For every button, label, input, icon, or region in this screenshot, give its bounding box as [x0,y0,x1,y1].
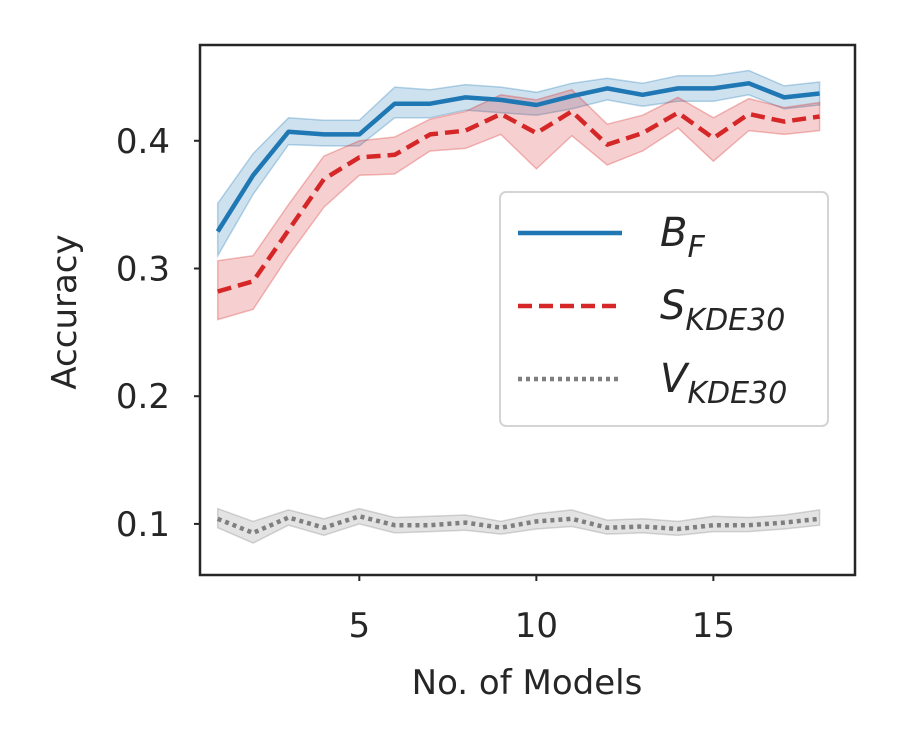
x-tick-label: 15 [692,606,735,646]
y-tick-label: 0.3 [116,249,170,289]
legend-box [499,191,829,427]
y-axis-label: Accuracy [45,234,85,389]
line-series-0 [215,81,820,233]
x-tick-label: 5 [349,606,371,646]
x-axis-label: No. of Models [412,663,643,703]
confidence-bands [216,69,821,544]
plot-frame [198,43,857,577]
y-axis-ticks: 0.1 0.2 0.3 0.4 [116,122,200,545]
x-tick-label: 10 [515,606,558,646]
legend-label-1: SKDE30 [660,283,785,338]
legend: BF SKDE30 VKDE30 [499,191,829,427]
y-tick-label: 0.2 [116,377,170,417]
y-tick-label: 0.1 [116,505,170,545]
series-lines [215,81,820,536]
legend-label-2: VKDE30 [660,356,787,411]
line-series-2 [216,514,820,536]
band-series-0 [216,69,821,259]
legend-label-0: BF [660,210,705,265]
band-series-1 [216,88,821,321]
line-series-1 [217,109,820,294]
y-tick-label: 0.4 [116,122,170,162]
band-series-2 [216,507,821,544]
x-axis-ticks: 5 10 15 [349,575,735,646]
